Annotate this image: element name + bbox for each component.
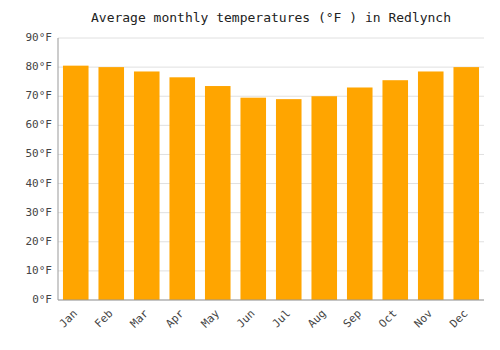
bars bbox=[63, 66, 479, 300]
x-tick-label: Nov bbox=[412, 307, 436, 331]
x-tick-label: Dec bbox=[447, 307, 470, 330]
bar bbox=[205, 86, 231, 300]
grid bbox=[58, 38, 484, 300]
x-axis-labels: Jan Feb Mar Apr May Jun Jul Aug Sep Oct Nov Dec bbox=[57, 307, 471, 331]
bar bbox=[63, 66, 89, 300]
y-tick-label: 40°F bbox=[26, 177, 53, 190]
y-tick-label: 90°F bbox=[26, 31, 53, 44]
x-tick-label: Apr bbox=[163, 307, 187, 331]
x-tick-label: Jul bbox=[270, 307, 293, 330]
bar bbox=[311, 96, 337, 300]
x-tick-label: Jan bbox=[57, 307, 80, 330]
chart-title: Average monthly temperatures (°F ) in Re… bbox=[91, 10, 451, 25]
y-tick-label: 20°F bbox=[26, 235, 53, 248]
x-tick-label: May bbox=[199, 307, 223, 331]
x-tick-label: Jun bbox=[234, 307, 257, 330]
chart-svg: Average monthly temperatures (°F ) in Re… bbox=[0, 0, 500, 350]
bar bbox=[418, 71, 444, 300]
y-tick-label: 0°F bbox=[32, 293, 52, 306]
x-tick-label: Mar bbox=[128, 307, 152, 331]
bar bbox=[134, 71, 160, 300]
bar bbox=[169, 77, 195, 300]
grid-line bbox=[58, 300, 484, 301]
bar bbox=[240, 98, 266, 300]
x-tick-label: Feb bbox=[92, 307, 115, 330]
bar bbox=[453, 67, 479, 300]
grid-line bbox=[58, 38, 484, 39]
bar bbox=[276, 99, 302, 300]
bar bbox=[98, 67, 124, 300]
bar bbox=[382, 80, 408, 300]
x-tick-label: Oct bbox=[376, 307, 399, 330]
y-axis-line bbox=[58, 38, 59, 300]
y-tick-label: 30°F bbox=[26, 206, 53, 219]
y-tick-label: 60°F bbox=[26, 118, 53, 131]
y-tick-label: 80°F bbox=[26, 60, 53, 73]
x-axis-line bbox=[58, 300, 484, 301]
y-tick-label: 10°F bbox=[26, 264, 53, 277]
x-tick-label: Aug bbox=[305, 307, 328, 330]
y-axis-labels: 0°F 10°F 20°F 30°F 40°F 50°F 60°F 70°F 80°F 90°F bbox=[26, 31, 53, 306]
y-tick-label: 70°F bbox=[26, 89, 53, 102]
chart-container: Average monthly temperatures (°F ) in Re… bbox=[0, 0, 500, 350]
x-tick-label: Sep bbox=[341, 307, 364, 330]
y-tick-label: 50°F bbox=[26, 147, 53, 160]
bar bbox=[347, 87, 373, 300]
